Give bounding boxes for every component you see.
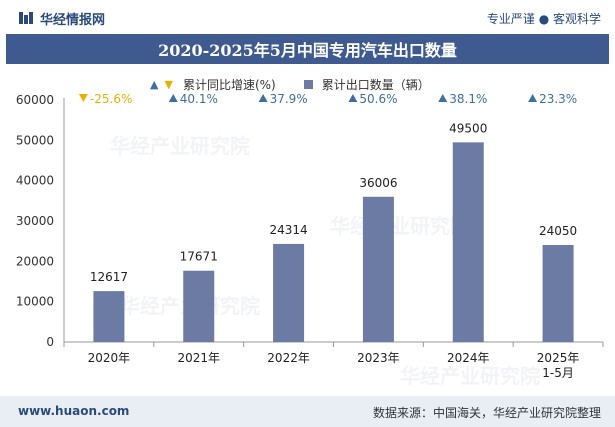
growth-rate-label: 23.3% [539,92,577,106]
y-tick-label: 20000 [16,254,54,268]
bar-value-label: 12617 [90,270,128,284]
growth-rate-label: 37.9% [270,92,308,106]
growth-rate-label: 40.1% [180,92,218,106]
x-tick-label: 2021年 [177,351,220,365]
legend-exports-label: 累计出口数量（辆） [321,77,430,92]
chart-title: 2020-2025年5月中国专用汽车出口数量 [6,34,609,64]
x-tick-label: 2022年 [267,351,310,365]
y-tick-label: 60000 [16,93,54,107]
bar [362,196,394,342]
x-tick-label: 2020年 [88,351,131,365]
x-tick-label: 2025年 [537,351,580,365]
triangle-down-icon: ▼ [164,77,173,91]
growth-rate-label: 50.6% [359,92,397,106]
triangle-up-icon [528,94,538,102]
tagline: 专业严谨 ● 客观科学 [486,12,601,26]
triangle-up-icon [438,94,448,102]
footer-website[interactable]: www.huaon.com [18,404,130,418]
y-tick-label: 10000 [16,295,54,309]
bar-value-label: 24314 [269,223,307,237]
legend: ▲ ▼ 累计同比增速(%) 累计出口数量（辆） [150,75,430,93]
brand-name: 华经情报网 [40,12,106,28]
bar [273,243,305,342]
bar [183,270,215,342]
y-tick-label: 50000 [16,133,54,147]
legend-bar-swatch [303,79,313,89]
bar-value-label: 36006 [359,176,397,190]
y-tick-label: 30000 [16,214,54,228]
bar-value-label: 24050 [539,224,577,238]
bar [93,291,125,342]
y-tick-label: 40000 [16,174,54,188]
triangle-up-icon [348,94,358,102]
footer: www.huaon.com 数据来源：中国海关，华经产业研究院整理 [0,396,615,427]
triangle-down-icon [78,94,88,102]
triangle-up-icon [258,94,268,102]
growth-rate-label: -25.6% [90,92,132,106]
legend-growth-label: 累计同比增速(%) [182,77,276,92]
x-tick-label: 2023年 [357,351,400,365]
triangle-up-icon: ▲ [150,77,159,91]
x-tick-label: 2024年 [447,351,490,365]
bar-value-label: 49500 [449,121,487,135]
bar [542,244,574,342]
y-tick-label: 0 [46,335,54,349]
triangle-up-icon [168,94,178,102]
top-bar: 华经情报网 专业严谨 ● 客观科学 [0,0,615,34]
brand[interactable]: 华经情报网 [18,9,106,28]
bar-value-label: 17671 [180,250,218,264]
brand-logo-icon [19,12,33,24]
x-tick-label: 1-5月 [542,366,574,380]
growth-rate-label: 38.1% [449,92,487,106]
bar [452,142,484,342]
footer-source: 数据来源：中国海关，华经产业研究院整理 [372,406,601,420]
